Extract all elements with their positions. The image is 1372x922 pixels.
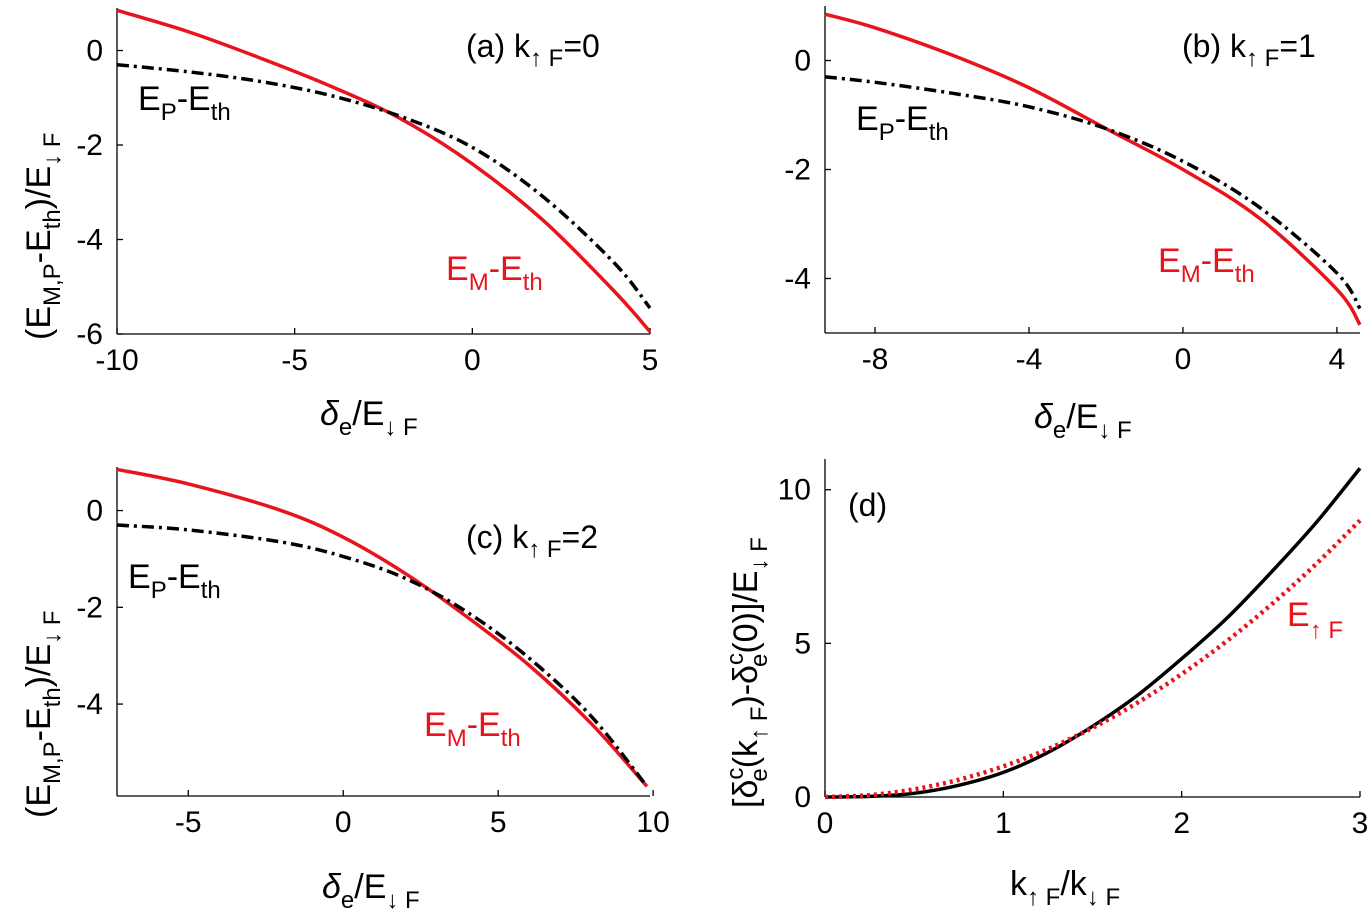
panel-d-series <box>824 467 1362 800</box>
panel-b-annotation-M: EM-Eth <box>1158 242 1255 288</box>
panel-a: -10 -5 0 5-6-4-20 (a) k↑ F=0 EP-Eth EM-Eth … <box>20 8 658 441</box>
panel-c: -5 0 5 10 -4 -2 0 (c) k↑ F=2 EP-Eth EM-Eth δe/… <box>20 467 670 914</box>
panel-d-series-0 <box>824 467 1362 799</box>
panel-c-axes <box>116 467 650 797</box>
panel-c-series <box>116 467 649 788</box>
panel-b-series <box>824 12 1362 326</box>
panel-d-xtick-label: 2 <box>1173 807 1190 840</box>
panel-b-ytick-label: 0 <box>794 45 811 78</box>
panel-d-annotation-E: E↑ F <box>1287 596 1343 644</box>
panel-c-annotation-P: EP-Eth <box>128 558 221 604</box>
panel-b-xtick-label: -8 <box>862 343 889 376</box>
panel-b-series-1 <box>824 75 1362 310</box>
panel-c-ylabel: (EM,P-Eth)/E↓ F <box>20 611 66 818</box>
panel-c-xlabel: δe/E↓ F <box>322 868 420 914</box>
panel-b-annotation-P: EP-Eth <box>856 100 949 146</box>
panel-c-ticks: -5 0 5 10 -4 -2 0 <box>76 495 669 839</box>
panel-c-xtick-label: 0 <box>335 806 352 839</box>
panel-b: -8 -4 0 4 -4 -2 0 (b) k↑ F=1 EP-Eth EM-Eth δe/… <box>784 6 1362 444</box>
panel-a-ytick-label: -6 <box>76 318 103 351</box>
panel-b-label: (b) k↑ F=1 <box>1182 28 1316 72</box>
panel-d-xlabel: k↑ F/k↓ F <box>1010 865 1120 911</box>
panel-d-xtick-label: 0 <box>817 807 834 840</box>
panel-c-series-0 <box>116 467 649 788</box>
panel-b-ytick-label: -2 <box>784 154 811 187</box>
panel-c-series-1 <box>116 523 649 788</box>
panel-d-ylabel: [δce(k↑ F)-δce(0)]/E↓ F <box>722 537 773 808</box>
panel-a-annotation-P: EP-Eth <box>138 80 231 126</box>
panel-d-axes <box>824 459 1360 798</box>
panel-b-xtick-label: 4 <box>1329 343 1346 376</box>
panel-c-xtick-label: 5 <box>490 806 507 839</box>
panel-c-label: (c) k↑ F=2 <box>466 519 598 563</box>
panel-d-xtick-label: 3 <box>1352 807 1369 840</box>
panel-a-annotation-M: EM-Eth <box>446 250 543 296</box>
panel-d: 0 1 2 3 0 5 10 (d) E↑ F k↑ F/k↓ F [δce(k↑ F)-δ… <box>722 459 1368 911</box>
panel-a-series-1 <box>116 62 652 310</box>
panel-d-ytick-label: 10 <box>778 474 811 507</box>
panel-c-xtick-label: 10 <box>636 806 669 839</box>
panel-a-ytick-label: -2 <box>76 129 103 162</box>
panel-a-ytick-label: 0 <box>86 35 103 68</box>
panel-a-label: (a) k↑ F=0 <box>466 28 600 72</box>
panel-d-ytick-label: 0 <box>794 781 811 814</box>
panel-d-label: (d) <box>848 487 887 523</box>
panel-a-ticks: -10 -5 0 5 -6 -4 -2 0 <box>76 35 658 377</box>
panel-a-ytick-label: -4 <box>76 224 103 257</box>
panel-a-axes <box>116 8 650 335</box>
panel-b-ytick-label: -4 <box>784 263 811 296</box>
panel-b-ticks: -8 -4 0 4 -4 -2 0 <box>784 45 1345 377</box>
panel-c-ytick-label: 0 <box>86 495 103 528</box>
panel-a-xtick-label: 0 <box>464 344 481 377</box>
panel-b-xtick-label: 0 <box>1175 343 1192 376</box>
panel-c-ytick-label: -4 <box>76 688 103 721</box>
panel-d-ticks: 0 1 2 3 0 5 10 <box>778 474 1369 840</box>
panel-a-xtick-label: -10 <box>95 344 138 377</box>
panel-c-ytick-label: -2 <box>76 591 103 624</box>
panel-c-xtick-label: -5 <box>175 806 202 839</box>
panel-a-xlabel: δe/E↓ F <box>320 395 418 441</box>
panel-d-ytick-label: 5 <box>794 627 811 660</box>
panel-a-ylabel: (EM,P-Eth)/E↓ F <box>20 133 66 340</box>
panel-a-xtick-label: 5 <box>642 344 659 377</box>
panel-a-series-0 <box>116 8 652 333</box>
panel-d-xtick-label: 1 <box>995 807 1012 840</box>
panel-c-annotation-M: EM-Eth <box>424 706 521 752</box>
panel-b-xlabel: δe/E↓ F <box>1034 398 1132 444</box>
panel-a-xtick-label: -5 <box>281 344 308 377</box>
panel-a-series <box>116 8 652 333</box>
panel-b-xtick-label: -4 <box>1016 343 1043 376</box>
